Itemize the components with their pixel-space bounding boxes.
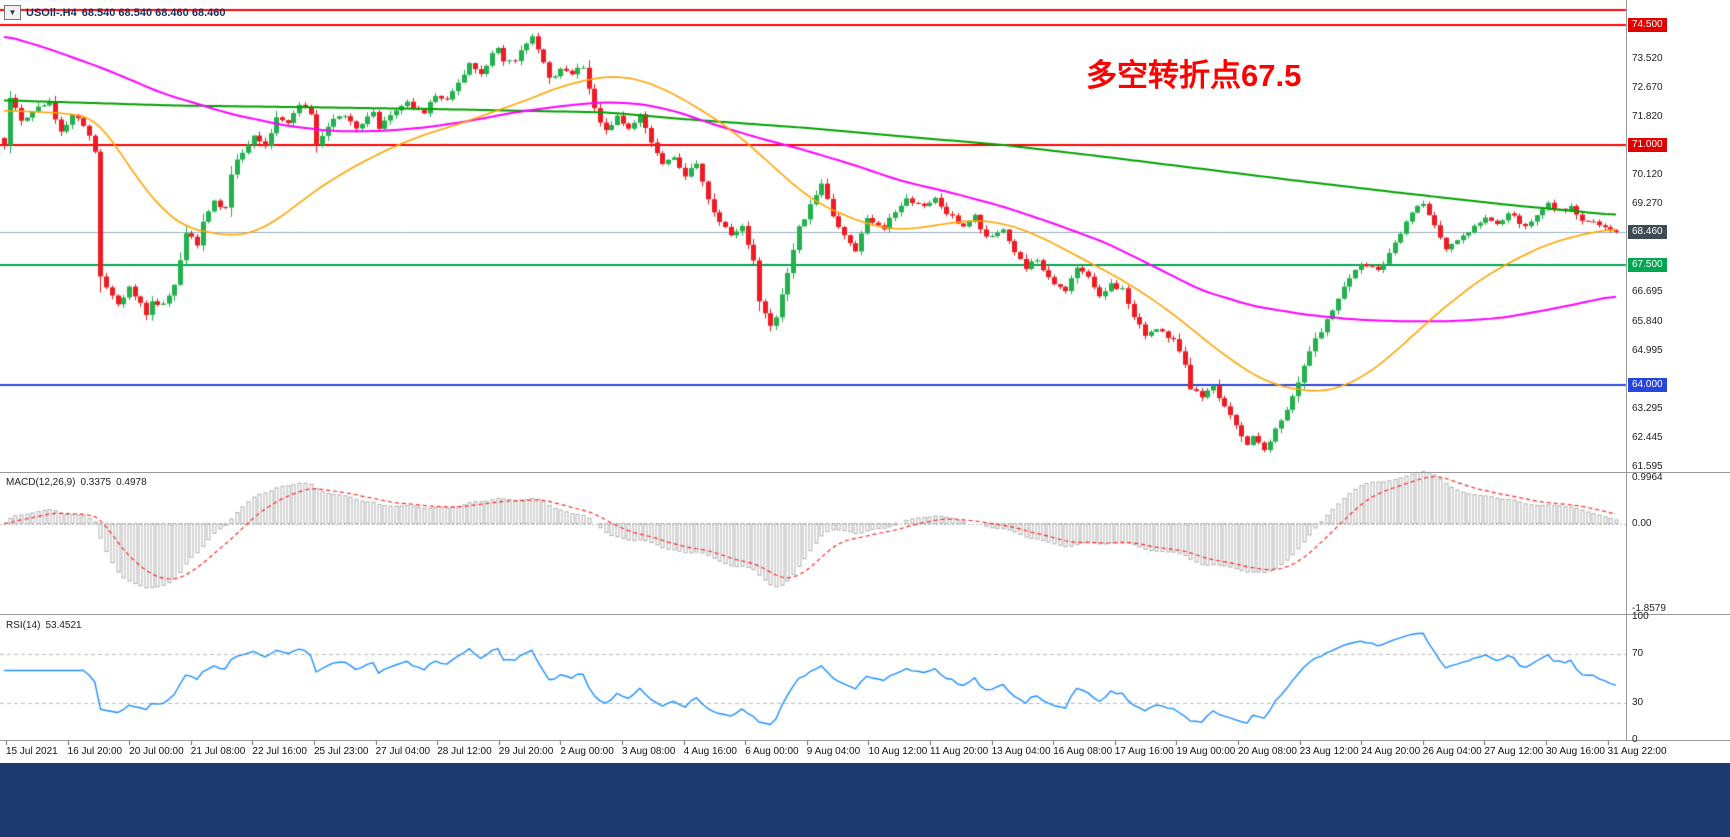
time-axis-label: 27 Jul 04:00: [375, 746, 431, 757]
macd-tick: 0.00: [1632, 517, 1652, 529]
symbol-dropdown-button[interactable]: ▼: [4, 5, 21, 20]
time-axis-label: 26 Aug 04:00: [1422, 746, 1482, 757]
price-tick: 70.120: [1632, 169, 1663, 181]
symbol-ohlc: 68.540 68.540 68.460 68.460: [81, 6, 226, 19]
time-axis-label: 25 Jul 23:00: [314, 746, 369, 757]
time-axis-label: 22 Jul 16:00: [252, 746, 307, 757]
time-axis-label: 20 Jul 00:00: [129, 746, 184, 757]
price-axis-separator: [1626, 0, 1627, 741]
time-axis-label: 13 Aug 04:00: [991, 746, 1051, 757]
time-axis-label: 21 Jul 08:00: [190, 746, 246, 757]
rsi-name: RSI(14): [6, 620, 41, 631]
macd-tick: -1.8579: [1632, 602, 1666, 614]
pane-divider-macd-rsi[interactable]: [0, 614, 1730, 615]
macd-value-signal: 0.4978: [116, 477, 147, 488]
time-axis-label: 16 Aug 08:00: [1053, 746, 1113, 757]
current-price-badge[interactable]: 68.460: [1628, 224, 1667, 239]
macd-indicator-label: MACD(12,26,9) 0.3375 0.4978: [6, 477, 147, 488]
price-tick: 62.445: [1632, 431, 1663, 443]
price-tick: 64.995: [1632, 344, 1663, 356]
time-axis-line: [0, 740, 1730, 741]
price-tick: 71.820: [1632, 110, 1663, 122]
chart-title-bar: ▼ USOil-.H4 68.540 68.540 68.460 68.460: [4, 5, 225, 20]
price-tick: 69.270: [1632, 198, 1663, 210]
price-level-badge[interactable]: 64.000: [1628, 377, 1667, 392]
time-axis-label: 10 Aug 12:00: [868, 746, 928, 757]
price-level-badge[interactable]: 71.000: [1628, 137, 1667, 152]
pane-divider-main-macd[interactable]: [0, 472, 1730, 473]
price-tick: 66.695: [1632, 286, 1663, 298]
price-level-badge[interactable]: 67.500: [1628, 257, 1667, 272]
time-axis-label: 19 Aug 00:00: [1176, 746, 1236, 757]
time-axis-label: 3 Aug 08:00: [622, 746, 676, 757]
time-axis-label: 31 Aug 22:00: [1607, 746, 1667, 757]
time-axis-label: 9 Aug 04:00: [806, 746, 861, 757]
time-axis-label: 17 Aug 16:00: [1114, 746, 1174, 757]
rsi-indicator-label: RSI(14) 53.4521: [6, 620, 82, 631]
price-tick: 63.295: [1632, 402, 1663, 414]
time-axis-label: 15 Jul 2021: [6, 746, 58, 757]
macd-tick: 0.9964: [1632, 471, 1663, 483]
time-axis-label: 6 Aug 00:00: [745, 746, 799, 757]
time-axis-label: 2 Aug 00:00: [560, 746, 614, 757]
rsi-tick: 30: [1632, 697, 1644, 709]
time-axis-label: 4 Aug 16:00: [683, 746, 737, 757]
price-tick: 73.520: [1632, 52, 1663, 64]
time-axis-label: 16 Jul 20:00: [67, 746, 123, 757]
bottom-bar: [0, 763, 1730, 837]
chart-annotation: 多空转折点67.5: [1086, 58, 1302, 93]
time-axis-label: 20 Aug 08:00: [1238, 746, 1297, 757]
rsi-value: 53.4521: [45, 620, 82, 631]
chevron-down-icon: ▼: [8, 8, 17, 17]
price-tick: 61.595: [1632, 461, 1663, 473]
rsi-tick: 0: [1632, 734, 1638, 745]
time-axis-label: 11 Aug 20:00: [930, 746, 989, 757]
macd-name: MACD(12,26,9): [6, 477, 76, 488]
price-chart-canvas[interactable]: [0, 0, 1730, 763]
rsi-tick: 100: [1632, 611, 1649, 622]
time-axis-label: 29 Jul 20:00: [498, 746, 554, 757]
price-tick: 65.840: [1632, 315, 1663, 327]
symbol-title: USOil-.H4: [26, 6, 77, 19]
rsi-tick: 70: [1632, 647, 1644, 659]
time-axis-label: 23 Aug 12:00: [1299, 746, 1359, 757]
time-axis-label: 24 Aug 20:00: [1361, 746, 1421, 757]
macd-value-main: 0.3375: [80, 477, 112, 488]
price-level-badge[interactable]: 74.500: [1628, 18, 1667, 32]
time-axis-label: 27 Aug 12:00: [1484, 746, 1544, 757]
time-axis-label: 30 Aug 16:00: [1546, 746, 1605, 757]
price-tick: 72.670: [1632, 81, 1663, 93]
time-axis-label: 28 Jul 12:00: [437, 746, 492, 757]
